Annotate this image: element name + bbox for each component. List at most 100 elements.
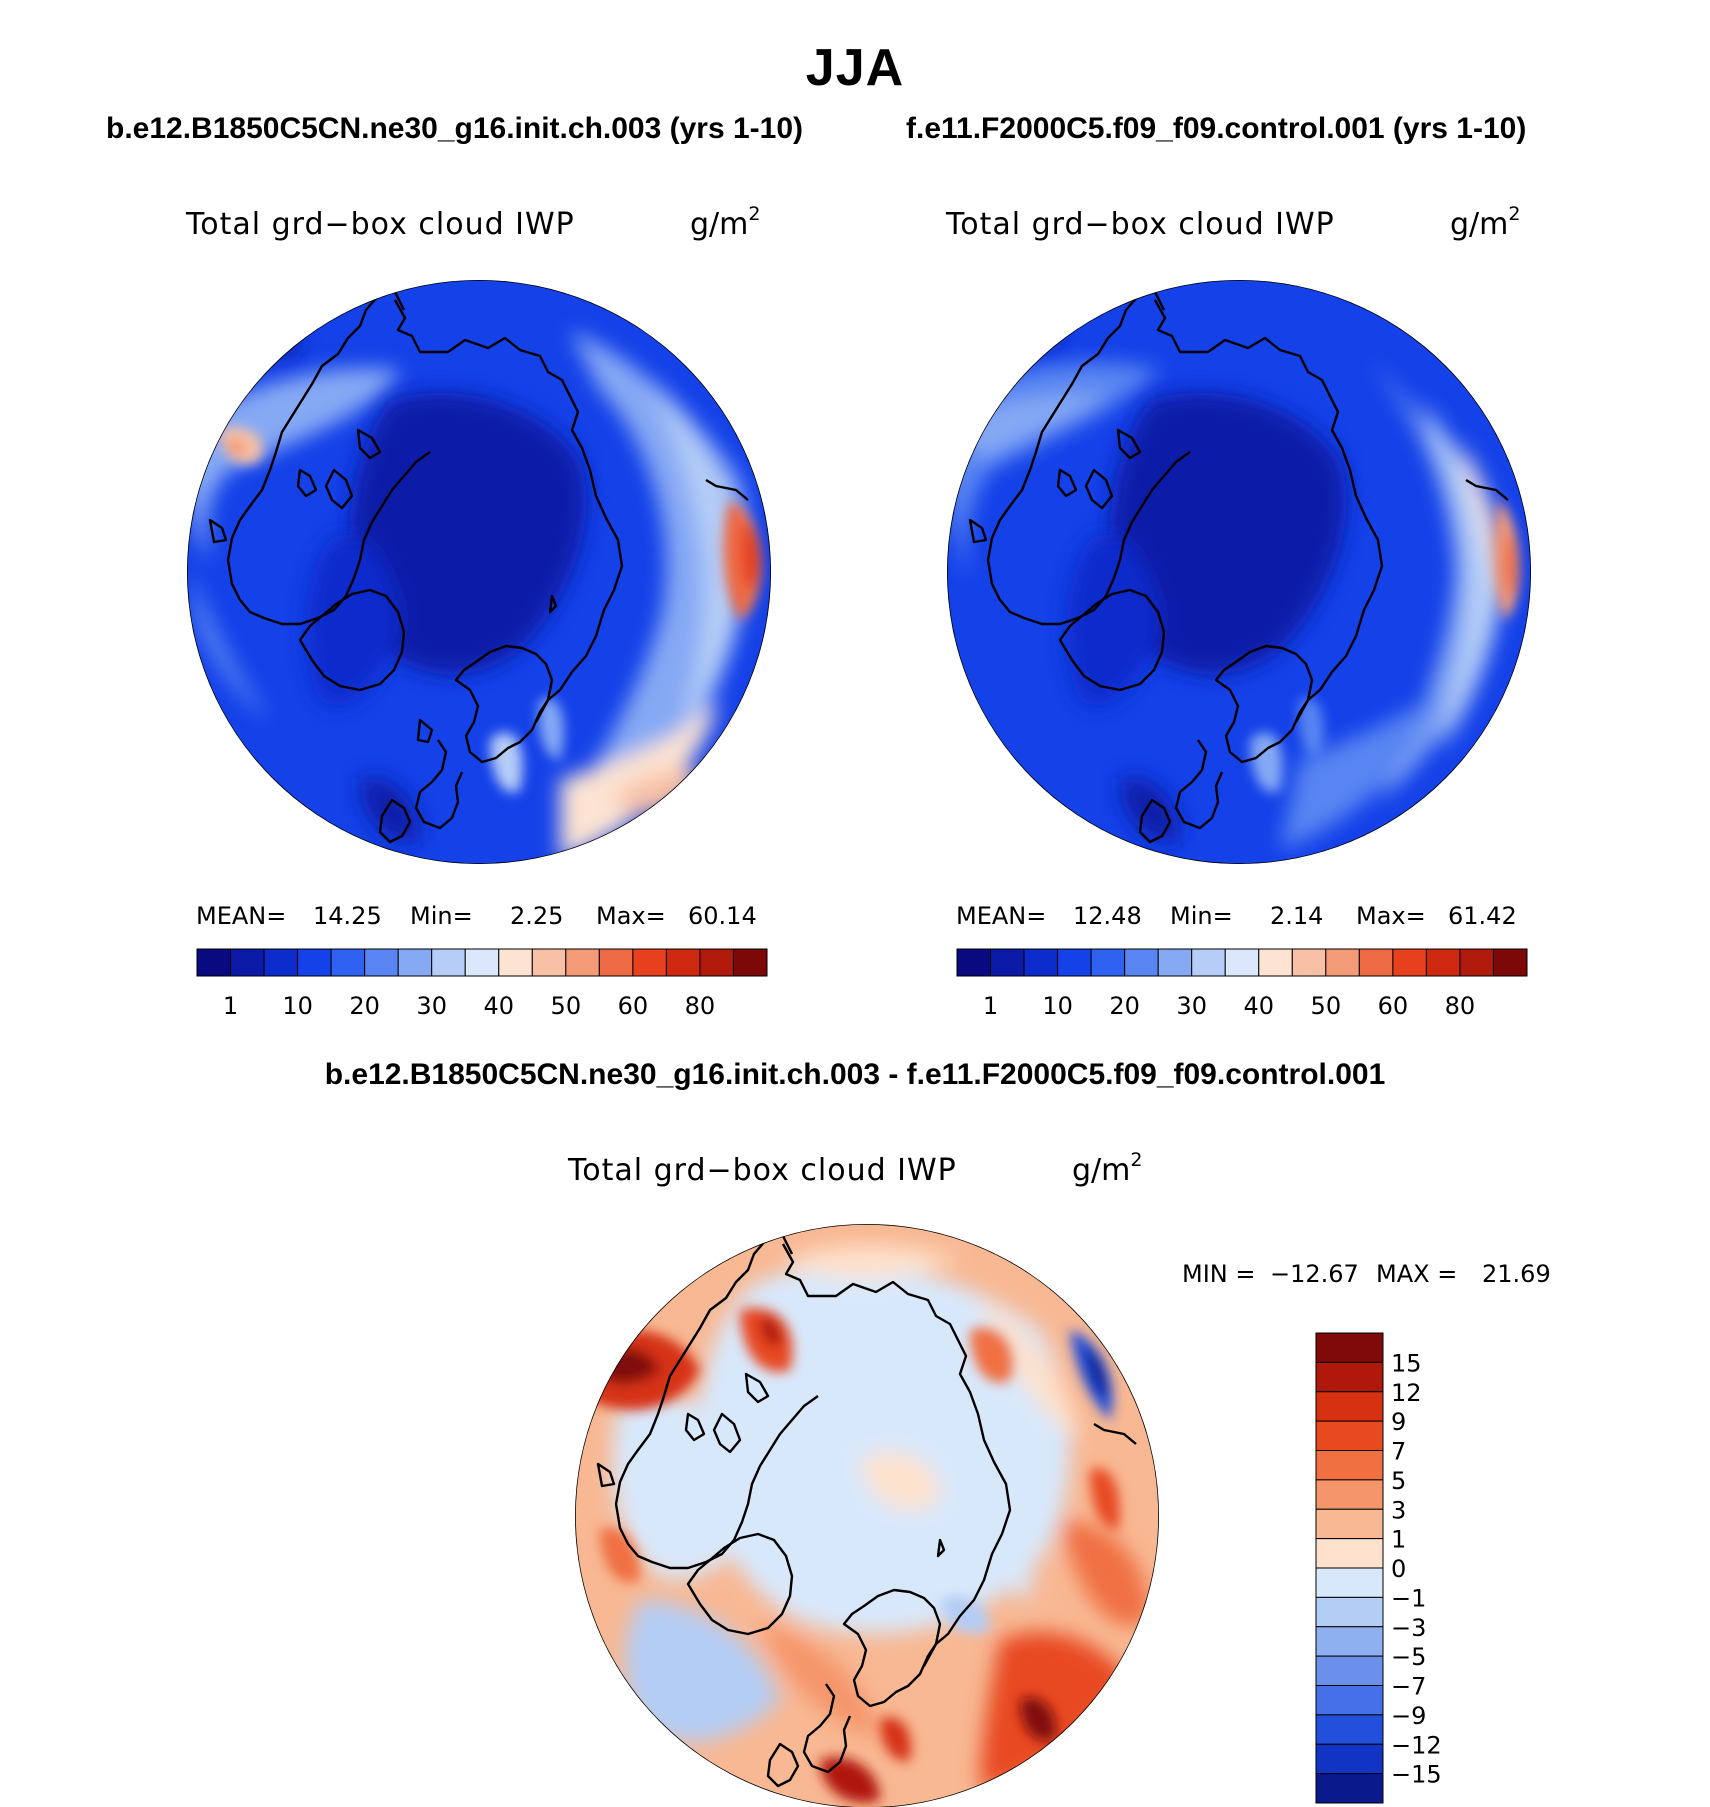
colorbar-swatch: [565, 948, 600, 977]
colorbar-tick-label: 10: [282, 992, 313, 1020]
case1-stats: MEAN= 14.25 Min= 2.25 Max= 60.14: [196, 902, 757, 930]
colorbar-swatch: [397, 948, 433, 977]
colorbar-tick-label: 50: [1311, 992, 1342, 1020]
colorbar-swatch: [1315, 1479, 1384, 1510]
colorbar-tick-label: 30: [416, 992, 447, 1020]
colorbar-swatch: [431, 948, 466, 977]
colorbar-tick-label: 9: [1391, 1408, 1406, 1436]
colorbar-tick-label: 10: [1042, 992, 1073, 1020]
colorbar-tick-label: 30: [1176, 992, 1207, 1020]
case1-max-label: Max=: [596, 902, 666, 930]
colorbar-tick-label: 12: [1391, 1379, 1422, 1407]
colorbar-tick-label: 20: [1109, 992, 1140, 1020]
colorbar-tick-label: 3: [1391, 1496, 1406, 1524]
colorbar-tick-label: 60: [618, 992, 649, 1020]
colorbar-swatch: [1315, 1391, 1384, 1422]
colorbar-swatch: [1315, 1538, 1384, 1569]
colorbar-swatch: [732, 948, 768, 977]
colorbar-swatch: [1392, 948, 1427, 977]
colorbar-swatch: [1315, 1596, 1384, 1628]
colorbar-swatch: [1315, 1450, 1384, 1481]
colorbar-tick-label: −12: [1391, 1731, 1442, 1759]
case2-units-label: g/m2: [1450, 203, 1520, 242]
difference-max-value: 21.69: [1482, 1260, 1551, 1288]
colorbar-tick-label: 60: [1378, 992, 1409, 1020]
case1-min-label: Min=: [410, 902, 473, 930]
colorbar-tick-label: −3: [1391, 1614, 1426, 1642]
case1-units-label: g/m2: [690, 203, 760, 242]
case1-variable-label: Total grd−box cloud IWP: [185, 207, 575, 242]
colorbar-tick-label: 15: [1391, 1349, 1422, 1377]
colorbar-swatch: [1057, 948, 1092, 977]
colorbar-swatch: [1258, 948, 1293, 977]
colorbar-swatch: [1315, 1714, 1384, 1745]
colorbar-swatch: [297, 948, 332, 977]
page-title: JJA: [805, 39, 905, 97]
difference-units-label: g/m2: [1072, 1149, 1142, 1188]
colorbar-swatch: [464, 948, 500, 977]
case2-map: [947, 280, 1531, 864]
colorbar-swatch: [1315, 1773, 1384, 1804]
case2-colorbar: 1 10 20 30 40 50 60 80: [956, 948, 1528, 1020]
colorbar-swatch: [1459, 948, 1494, 977]
colorbar-tick-label: −9: [1391, 1702, 1426, 1730]
case2-title: f.e11.F2000C5.f09_f09.control.001 (yrs 1…: [906, 112, 1527, 145]
case2-min-value: 2.14: [1270, 902, 1323, 930]
colorbar-swatch: [1315, 1567, 1384, 1598]
colorbar-swatch: [1315, 1420, 1384, 1451]
case1-mean-label: MEAN=: [196, 902, 286, 930]
colorbar-swatch: [1315, 1332, 1384, 1363]
colorbar-tick-label: 5: [1391, 1467, 1406, 1495]
colorbar-tick-label: 80: [1445, 992, 1476, 1020]
colorbar-swatch: [364, 948, 399, 977]
colorbar-swatch: [1090, 948, 1126, 977]
colorbar-swatch: [1023, 948, 1059, 977]
colorbar-swatch: [1325, 948, 1360, 977]
colorbar-swatch: [1315, 1361, 1384, 1393]
colorbar-swatch: [1291, 948, 1327, 977]
difference-title: b.e12.B1850C5CN.ne30_g16.init.ch.003 - f…: [324, 1058, 1386, 1091]
colorbar-tick-label: 1: [983, 992, 998, 1020]
colorbar-swatch: [1191, 948, 1226, 977]
colorbar-swatch: [990, 948, 1025, 977]
case1-colorbar: 1 10 20 30 40 50 60 80: [196, 948, 768, 1020]
case2-variable-label: Total grd−box cloud IWP: [945, 207, 1335, 242]
colorbar-swatch: [1315, 1508, 1384, 1540]
difference-minmax: MIN = −12.67 MAX = 21.69: [1182, 1260, 1551, 1288]
colorbar-swatch: [230, 948, 265, 977]
colorbar-tick-label: 7: [1391, 1438, 1406, 1466]
case1-panel: Total grd−box cloud IWP g/m2: [185, 203, 771, 1020]
colorbar-swatch: [1315, 1685, 1384, 1716]
colorbar-swatch: [196, 948, 232, 977]
colorbar-swatch: [1315, 1626, 1384, 1657]
colorbar-swatch: [598, 948, 634, 977]
case2-mean-value: 12.48: [1073, 902, 1142, 930]
colorbar-swatch: [956, 948, 992, 977]
case1-mean-value: 14.25: [313, 902, 382, 930]
colorbar-tick-label: 40: [483, 992, 514, 1020]
colorbar-tick-label: 20: [349, 992, 380, 1020]
colorbar-tick-label: 1: [223, 992, 238, 1020]
case1-min-value: 2.25: [510, 902, 563, 930]
case2-max-label: Max=: [1356, 902, 1426, 930]
difference-min-label: MIN =: [1182, 1260, 1255, 1288]
difference-variable-label: Total grd−box cloud IWP: [567, 1153, 957, 1188]
colorbar-swatch: [1358, 948, 1394, 977]
difference-max-label: MAX =: [1376, 1260, 1457, 1288]
colorbar-swatch: [1315, 1655, 1384, 1686]
colorbar-tick-label: −7: [1391, 1673, 1426, 1701]
colorbar-swatch: [1315, 1743, 1384, 1775]
case2-max-value: 61.42: [1448, 902, 1517, 930]
colorbar-swatch: [632, 948, 667, 977]
colorbar-swatch: [531, 948, 567, 977]
difference-panel: Total grd−box cloud IWP g/m2 MIN = −12.6…: [567, 1149, 1551, 1807]
case2-panel: Total grd−box cloud IWP g/m2: [945, 203, 1531, 1020]
colorbar-swatch: [498, 948, 533, 977]
colorbar-tick-label: −5: [1391, 1643, 1426, 1671]
case1-map: [187, 280, 771, 864]
difference-min-value: −12.67: [1270, 1260, 1359, 1288]
colorbar-swatch: [665, 948, 701, 977]
difference-map: [575, 1224, 1159, 1807]
colorbar-tick-label: 80: [685, 992, 716, 1020]
